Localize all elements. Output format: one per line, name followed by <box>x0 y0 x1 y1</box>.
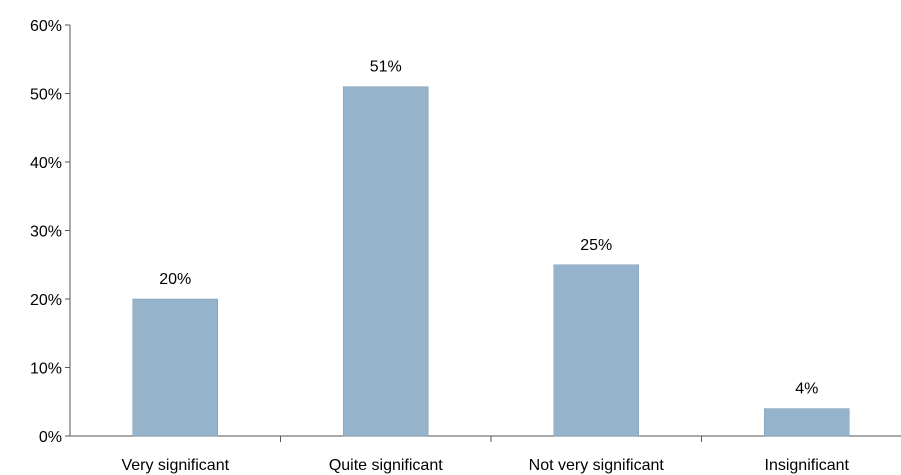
y-tick-label: 30% <box>30 224 62 241</box>
y-tick-label: 20% <box>30 292 62 309</box>
data-label: 51% <box>370 59 402 76</box>
category-label: Quite significant <box>329 457 443 474</box>
y-tick-label: 60% <box>30 18 62 35</box>
bar-3 <box>764 408 850 437</box>
bar-1 <box>343 86 429 437</box>
bar-0 <box>132 298 218 437</box>
data-label: 25% <box>580 237 612 254</box>
category-label: Very significant <box>121 457 229 474</box>
data-label: 4% <box>795 381 818 398</box>
category-label: Not very significant <box>529 457 665 474</box>
y-tick-label: 40% <box>30 155 62 172</box>
chart-bars <box>132 86 850 437</box>
data-label: 20% <box>159 271 191 288</box>
category-label: Insignificant <box>765 457 850 474</box>
y-tick-label: 10% <box>30 361 62 378</box>
chart-labels: 20% Very significant 51% Quite significant 2… <box>121 59 849 474</box>
bar-2 <box>553 264 639 437</box>
y-tick-label: 0% <box>39 429 62 446</box>
y-tick-label: 50% <box>30 87 62 104</box>
